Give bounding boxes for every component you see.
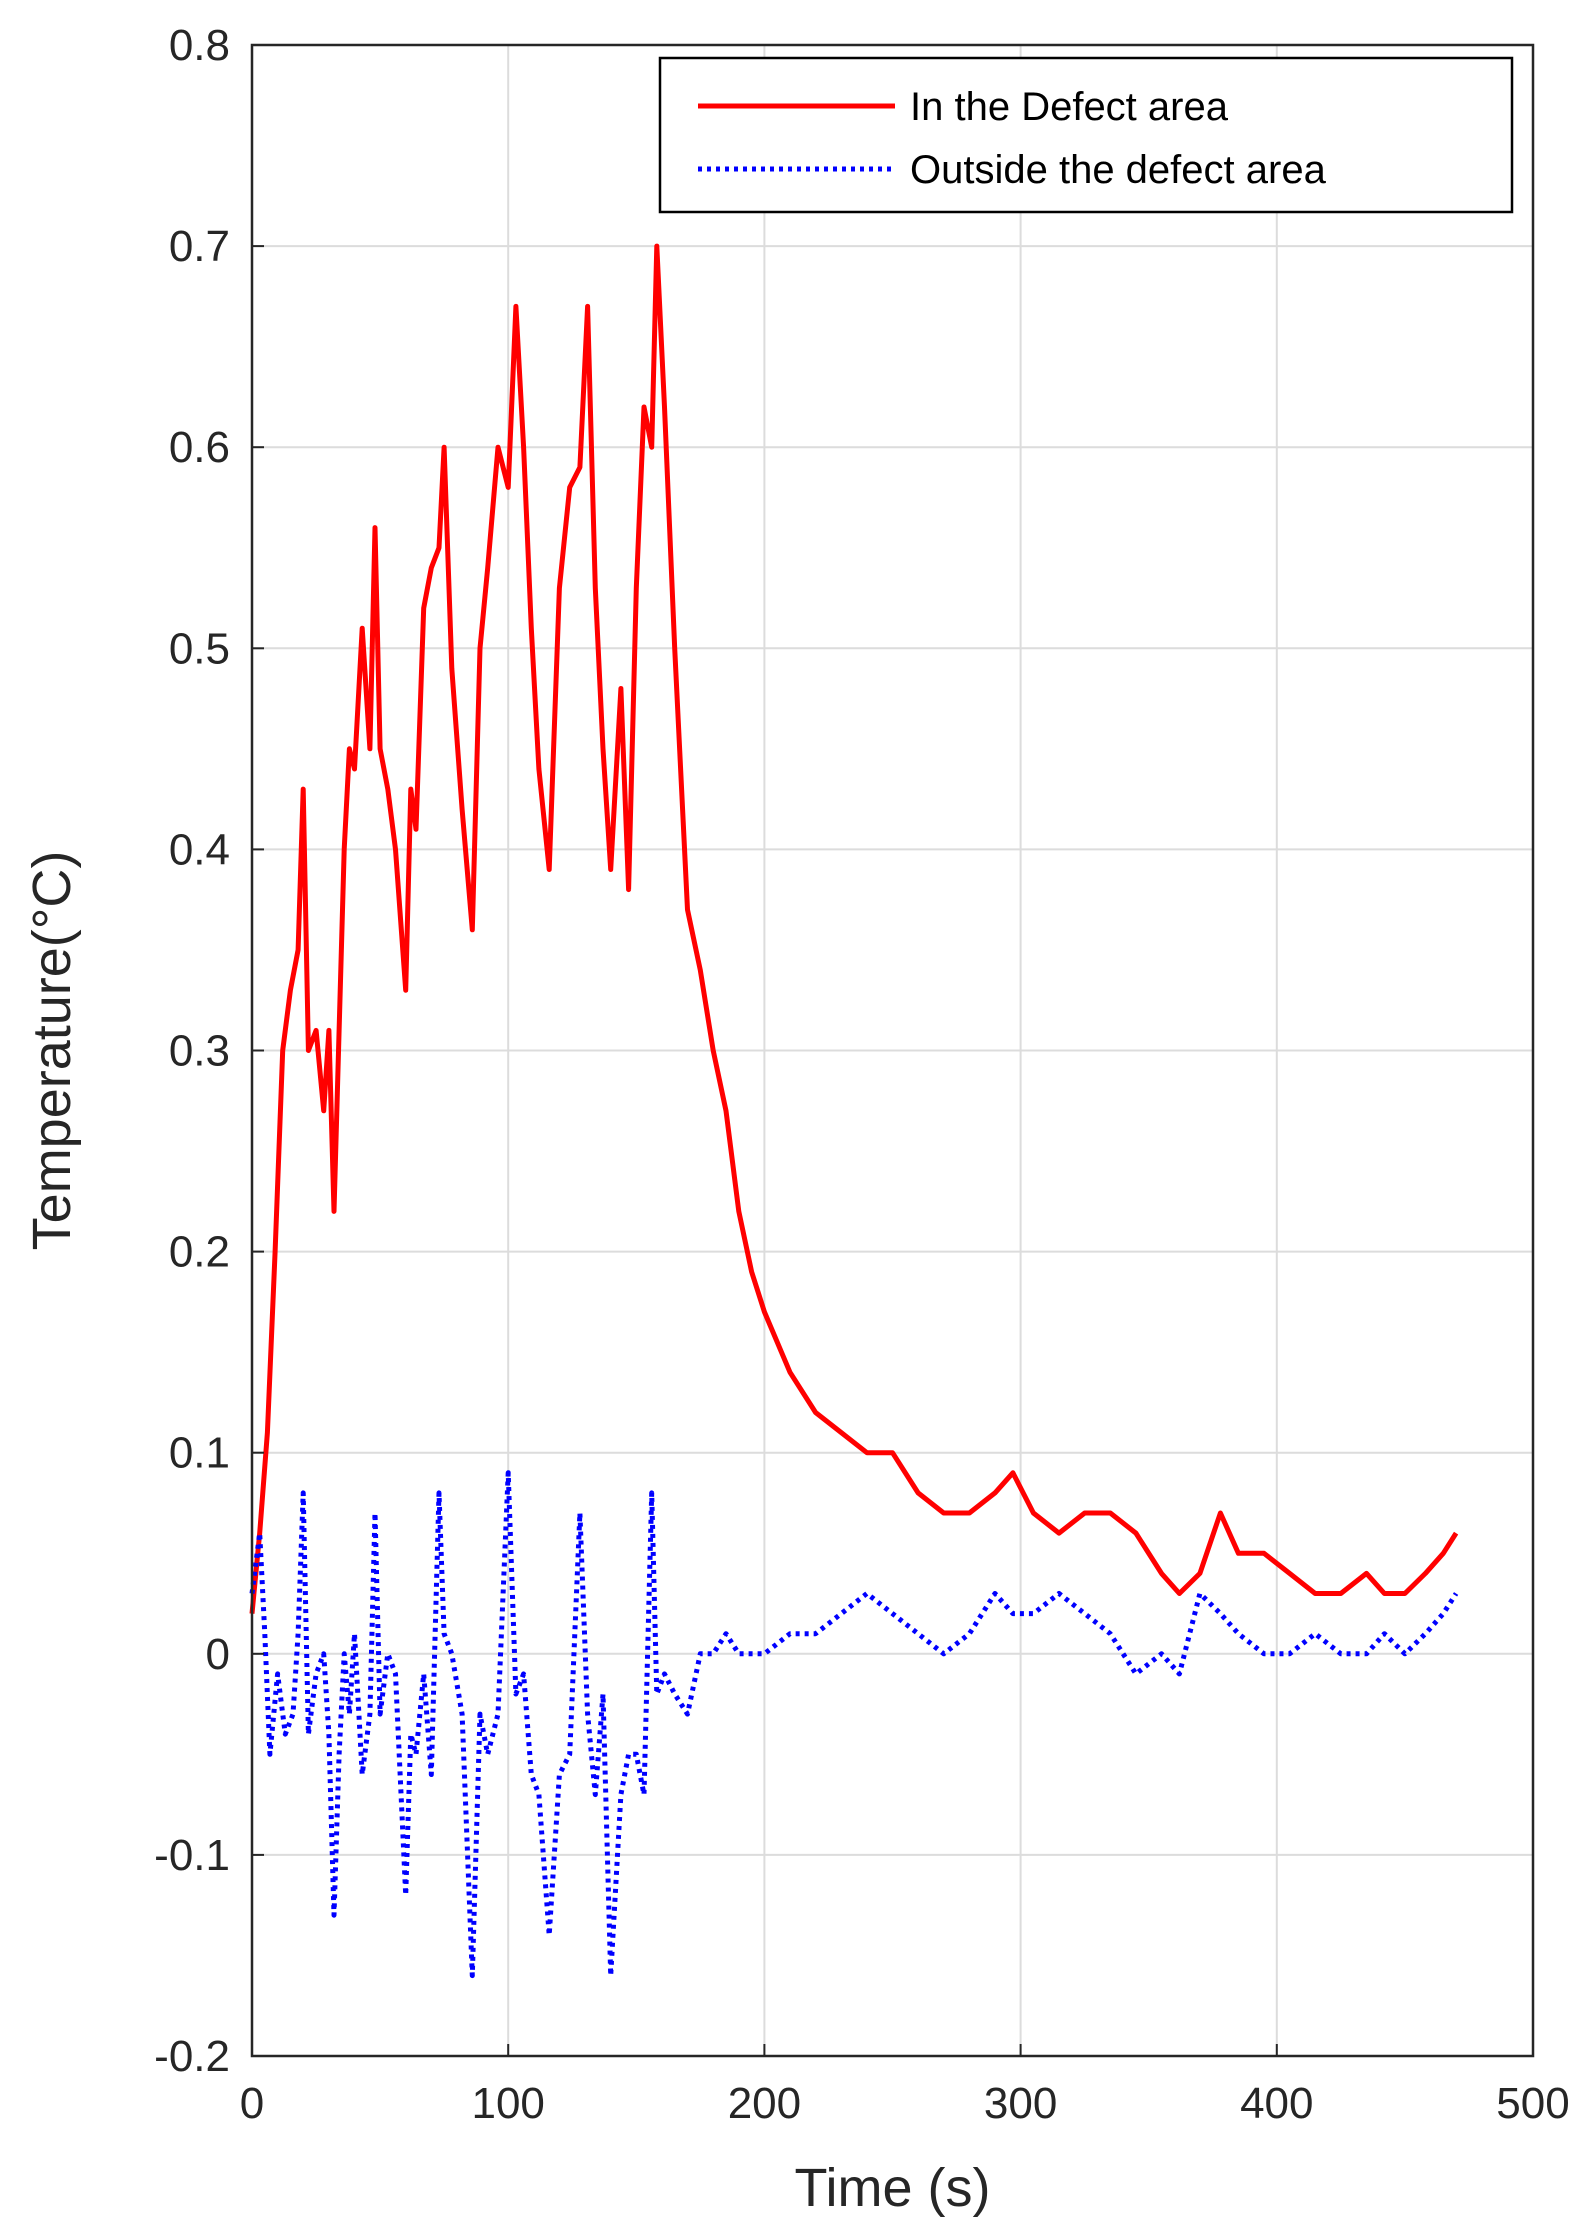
y-axis-title: Temperature(°C) bbox=[22, 851, 82, 1251]
y-tick-label: 0.4 bbox=[169, 825, 230, 874]
y-tick-label: 0.5 bbox=[169, 624, 230, 673]
y-tick-label: 0.6 bbox=[169, 423, 230, 472]
y-tick-label: 0.3 bbox=[169, 1027, 230, 1076]
y-tick-label: -0.2 bbox=[154, 2032, 230, 2081]
y-tick-label: -0.1 bbox=[154, 1831, 230, 1880]
legend: In the Defect area Outside the defect ar… bbox=[658, 56, 1514, 214]
x-tick-label: 500 bbox=[1496, 2079, 1569, 2128]
x-tick-label: 0 bbox=[240, 2079, 264, 2128]
series-lines bbox=[249, 243, 1459, 1979]
series-line-in-defect bbox=[249, 243, 1459, 1614]
legend-box bbox=[658, 56, 1514, 214]
y-tick-label: 0.1 bbox=[169, 1429, 230, 1478]
y-tick-label: 0.8 bbox=[169, 21, 230, 70]
x-tick-label: 200 bbox=[728, 2079, 801, 2128]
x-tick-label: 100 bbox=[471, 2079, 544, 2128]
x-tick-label: 400 bbox=[1240, 2079, 1313, 2128]
axis-ticks: 0 100 200 300 400 500 -0.2 -0.1 0 0.1 0.2 0.3 0.4 0.5… bbox=[154, 21, 1570, 2128]
x-tick-label: 300 bbox=[984, 2079, 1057, 2128]
x-axis-title: Time (s) bbox=[795, 2158, 991, 2218]
series-line-outside-defect bbox=[249, 1470, 1459, 1979]
legend-label-outside-defect: Outside the defect area bbox=[910, 148, 1327, 192]
y-tick-label: 0.7 bbox=[169, 222, 230, 271]
y-tick-label: 0 bbox=[206, 1630, 230, 1679]
y-tick-label: 0.2 bbox=[169, 1228, 230, 1277]
legend-label-in-defect: In the Defect area bbox=[910, 85, 1229, 129]
